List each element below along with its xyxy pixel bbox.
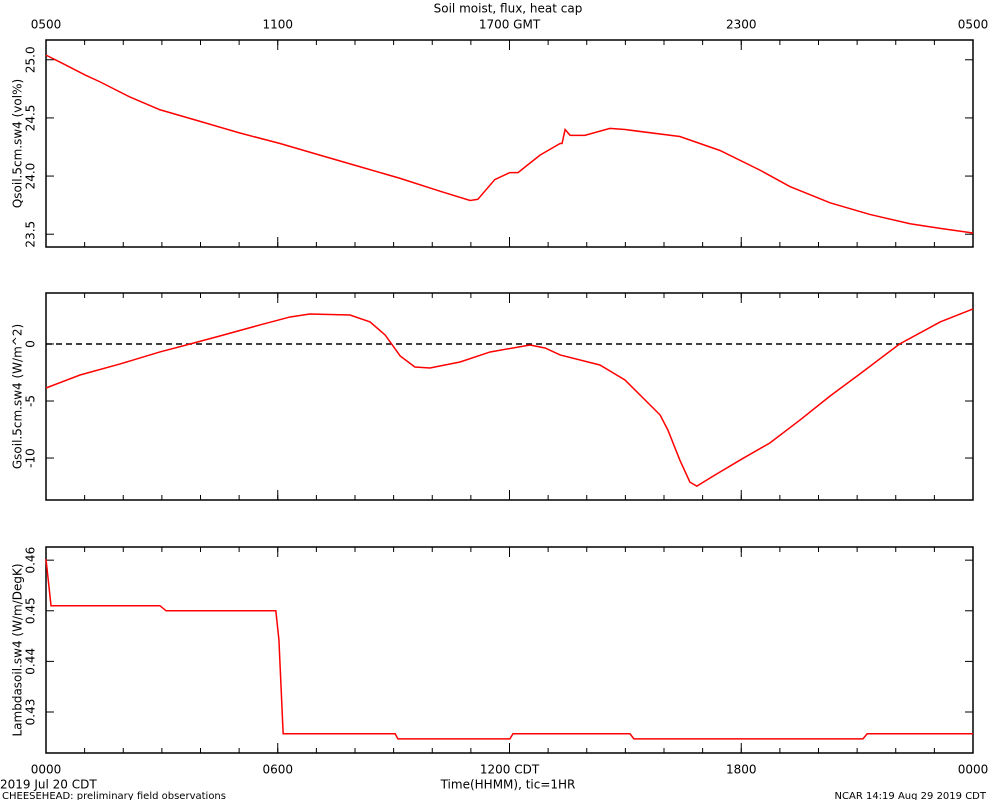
y-tick-label: 0.46 [24, 547, 38, 574]
x-top-tick-label: 2300 [726, 18, 757, 32]
data-line [45, 559, 973, 740]
y-tick-label: 24.0 [24, 163, 38, 190]
x-top-tick-label: 1700 GMT [479, 18, 541, 32]
x-axis-label: Time(HHMM), tic=1HR [440, 778, 576, 792]
data-line [45, 54, 974, 234]
footer-credit: NCAR 14:19 Aug 29 2019 CDT [835, 791, 987, 800]
y-tick-label: 0.45 [24, 597, 38, 624]
plot-frame [45, 292, 974, 501]
x-top-tick-label: 0500 [31, 18, 62, 32]
footer-date: 2019 Jul 20 CDT [0, 778, 97, 792]
plot-frame [45, 39, 974, 248]
x-top-tick-label: 0500 [958, 18, 989, 32]
x-tick-label: 0600 [262, 763, 293, 777]
y-tick-label: 24.5 [24, 105, 38, 132]
x-tick-label: 0000 [958, 763, 989, 777]
y-axis-label: Gsoil.5cm.sw4 (W/m^2) [11, 324, 25, 469]
x-top-tick-label: 1100 [262, 18, 293, 32]
x-tick-label: 0000 [31, 763, 62, 777]
x-tick-label: 1800 [726, 763, 757, 777]
y-axis-label: Lambdasoil.sw4 (W/m/DegK) [11, 563, 25, 736]
y-tick-label: 0 [24, 340, 38, 348]
y-tick-label: 23.5 [24, 221, 38, 248]
data-line [45, 308, 974, 487]
y-tick-label: 25.0 [24, 46, 38, 73]
y-tick-label: -5 [24, 395, 38, 407]
y-tick-label: 0.44 [24, 648, 38, 675]
x-tick-label: 1200 CDT [480, 763, 540, 777]
footer-project: CHEESEHEAD: preliminary field observatio… [2, 791, 226, 800]
y-axis-label: Qsoil.5cm.sw4 (vol%) [11, 79, 25, 208]
chart-title: Soil moist, flux, heat cap [434, 2, 583, 16]
plot-frame [45, 546, 974, 754]
y-tick-label: 0.43 [24, 699, 38, 726]
y-tick-label: -10 [24, 448, 38, 468]
